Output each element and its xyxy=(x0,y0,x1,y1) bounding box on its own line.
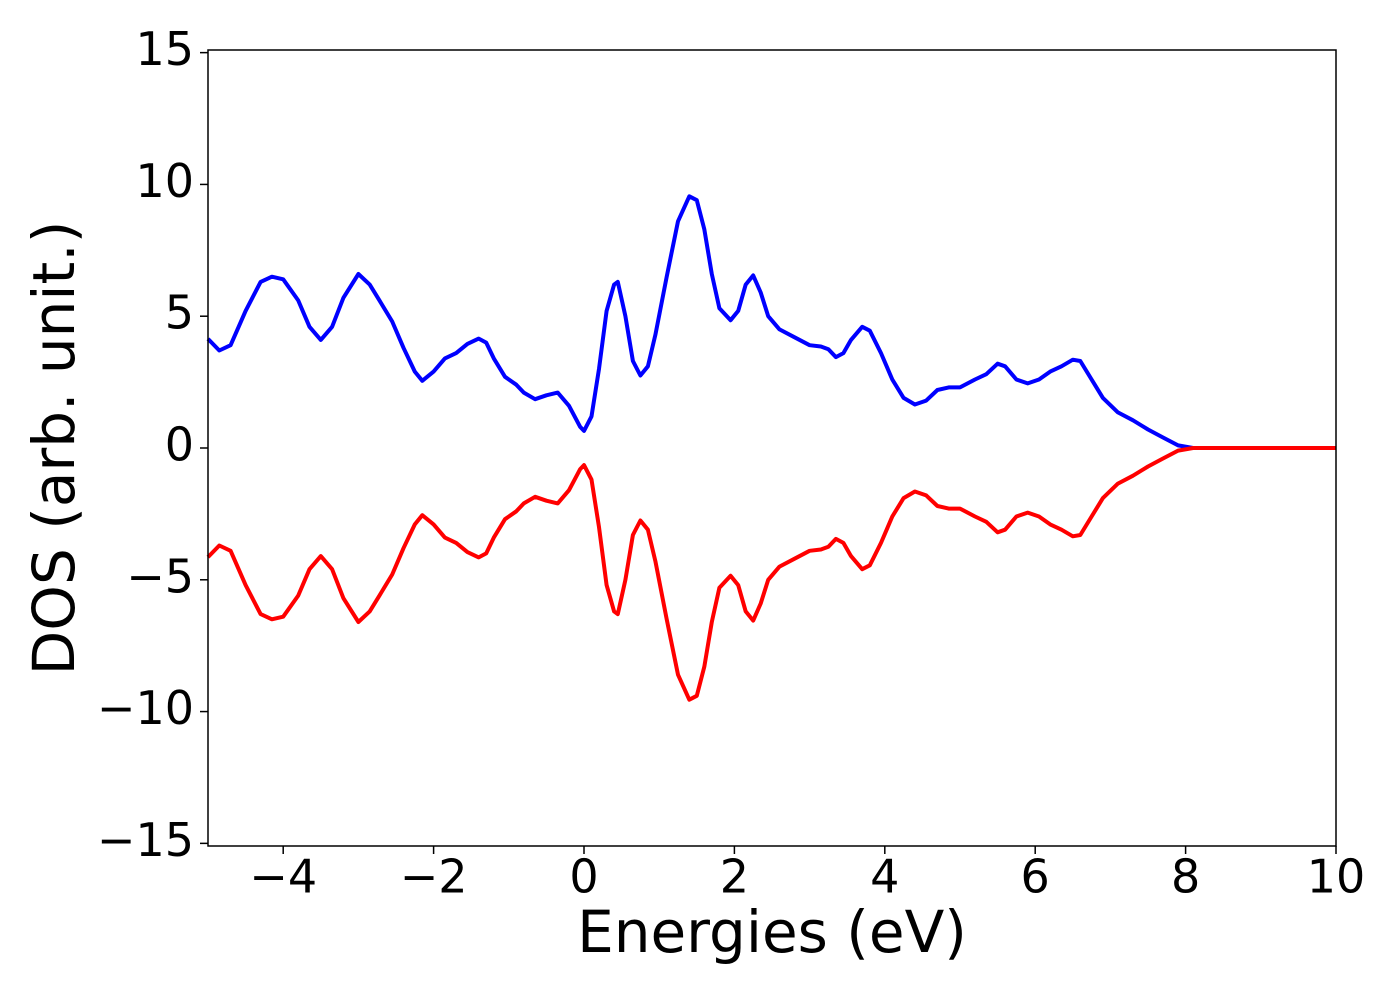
x-tick-label: 10 xyxy=(1307,850,1366,904)
y-tick-label: −10 xyxy=(97,681,194,735)
x-tick-label: −2 xyxy=(400,850,468,904)
x-tick-label: 4 xyxy=(870,850,899,904)
x-axis-label: Energies (eV) xyxy=(577,898,967,966)
line-series xyxy=(206,446,1336,702)
line-series xyxy=(206,194,1336,450)
y-tick-label: −5 xyxy=(126,549,194,603)
y-tick-label: 5 xyxy=(165,286,194,340)
x-tick-label: 6 xyxy=(1021,850,1050,904)
plot-frame xyxy=(207,49,1337,847)
y-tick-label: 0 xyxy=(165,418,194,472)
x-tick-label: 2 xyxy=(720,850,749,904)
y-tick-label: 15 xyxy=(135,22,194,76)
y-axis-label: DOS (arb. unit.) xyxy=(20,221,88,676)
y-tick-label: 10 xyxy=(135,154,194,208)
y-tick-label: −15 xyxy=(97,813,194,867)
x-tick-label: 8 xyxy=(1171,850,1200,904)
x-tick-label: 0 xyxy=(569,850,598,904)
x-tick-label: −4 xyxy=(249,850,317,904)
